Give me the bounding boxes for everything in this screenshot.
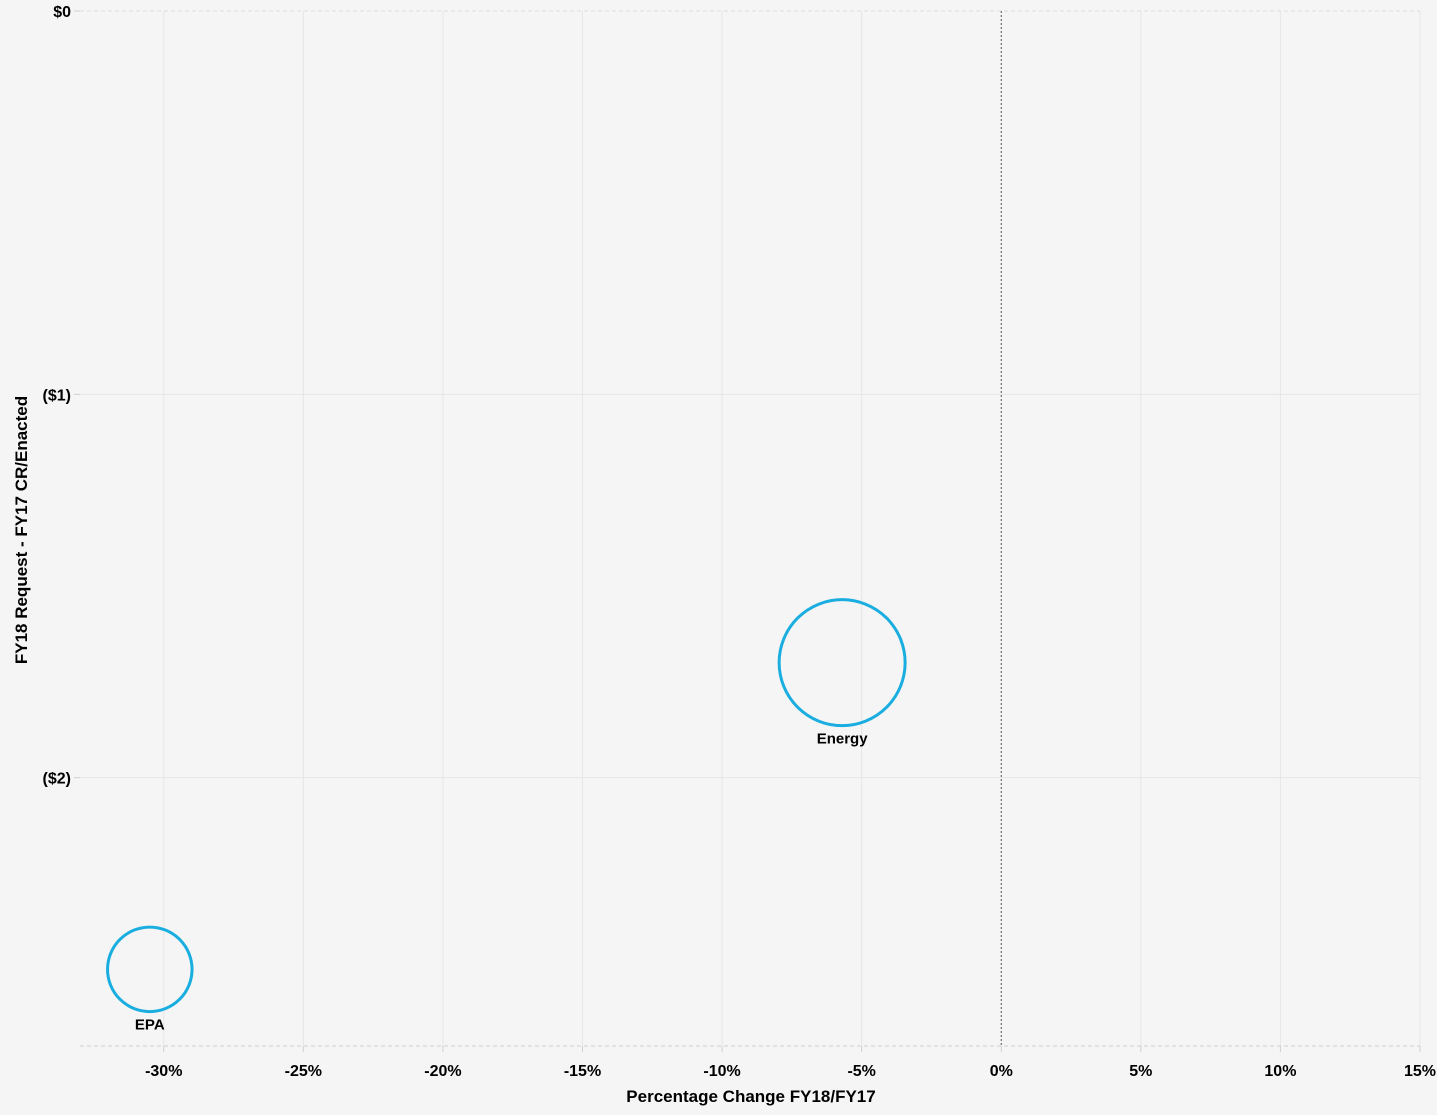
axis-layer: -30% -25% -20% -15% -10% -5% 0% 5% 10% 15% $0 ($1) (…	[43, 4, 1436, 1080]
x-tick-label: 0%	[990, 1063, 1013, 1080]
x-tick-label: -10%	[703, 1063, 740, 1080]
y-tick-label: ($2)	[43, 771, 71, 788]
x-tick-label: 10%	[1264, 1063, 1296, 1080]
x-tick-label: -20%	[424, 1063, 461, 1080]
grid-layer	[80, 10, 1421, 1046]
y-axis-title: FY18 Request - FY17 CR/Enacted	[12, 396, 31, 664]
y-tick-label: ($1)	[43, 387, 71, 404]
bubble-energy	[777, 598, 907, 728]
bubble-label-epa: EPA	[135, 1017, 165, 1034]
y-tick-label: $0	[53, 4, 71, 21]
x-axis-title: Percentage Change FY18/FY17	[626, 1087, 875, 1106]
x-tick-label: 15%	[1404, 1063, 1436, 1080]
bubble-epa	[106, 925, 194, 1014]
mark-layer: Energy EPA	[106, 598, 907, 1034]
x-tick-label: -5%	[847, 1063, 875, 1080]
x-tick-label: -25%	[285, 1063, 322, 1080]
x-tick-label: -30%	[145, 1063, 182, 1080]
x-tick-label: -15%	[564, 1063, 601, 1080]
x-tick-label: 5%	[1129, 1063, 1152, 1080]
bubble-label-energy: Energy	[817, 731, 869, 748]
